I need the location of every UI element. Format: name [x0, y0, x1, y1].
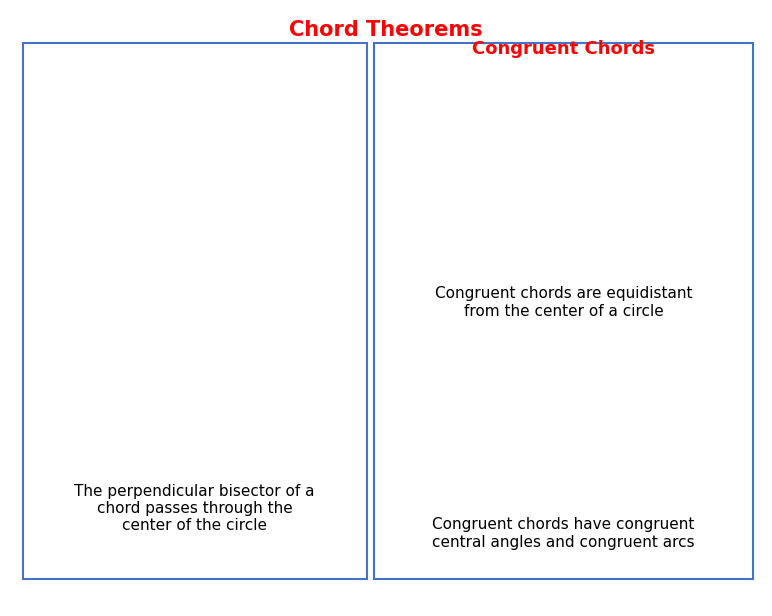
Bar: [201, 198, 212, 209]
Text: Chord Theorems: Chord Theorems: [290, 20, 482, 39]
Text: Congruent chords are equidistant
from the center of a circle: Congruent chords are equidistant from th…: [435, 286, 692, 319]
Text: O: O: [198, 187, 205, 197]
Text: A: A: [576, 420, 583, 430]
Polygon shape: [546, 108, 559, 120]
Text: Perpendicular Bisector: Perpendicular Bisector: [94, 63, 307, 81]
Text: Congruent Chords: Congruent Chords: [472, 40, 655, 58]
Text: Congruent chords have congruent
central angles and congruent arcs: Congruent chords have congruent central …: [432, 517, 695, 550]
Wedge shape: [558, 413, 579, 430]
Polygon shape: [651, 157, 665, 171]
Text: The perpendicular bisector of a
chord passes through the
center of the circle: The perpendicular bisector of a chord pa…: [74, 484, 315, 533]
